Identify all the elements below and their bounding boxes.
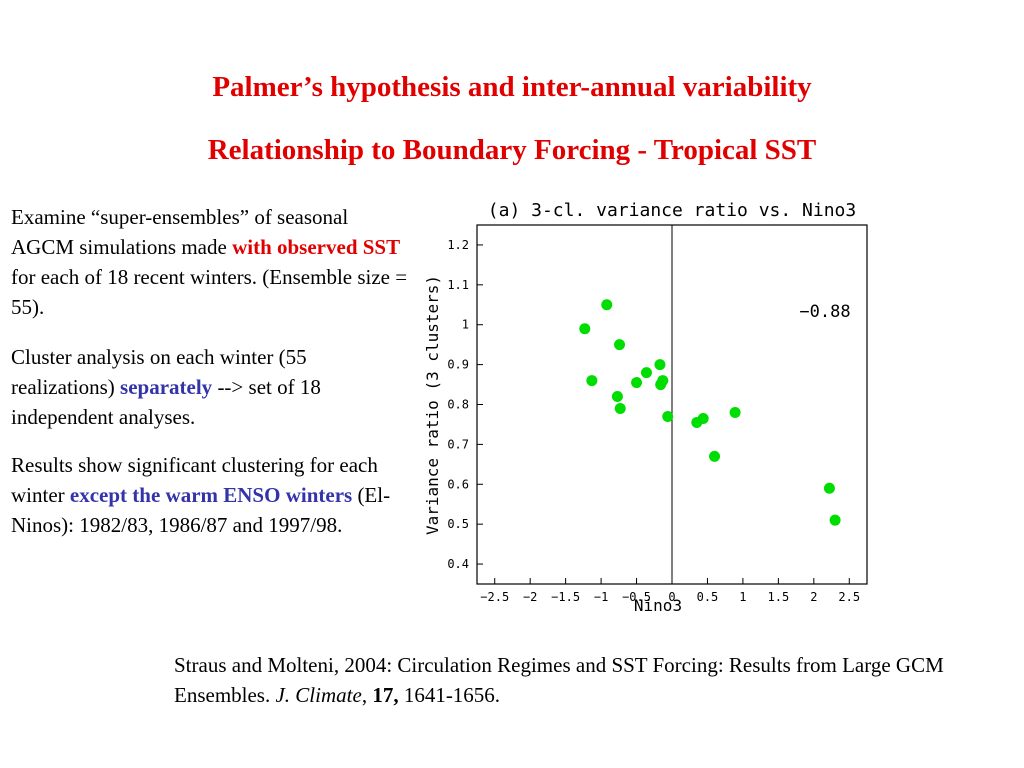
data-point xyxy=(579,323,591,335)
paragraph-method-text: Examine “super-ensembles” of seasonal AG… xyxy=(11,205,349,259)
x-tick-label: 0.5 xyxy=(697,590,719,604)
y-tick-label: 0.9 xyxy=(447,358,469,372)
paragraph-results-text-end: (El-Ninos): 1982/83, 1986/87 and 1997/98… xyxy=(11,483,391,537)
data-point xyxy=(829,514,841,526)
x-axis-label: Nino3 xyxy=(634,596,682,615)
citation-separator: , xyxy=(361,683,373,707)
data-point xyxy=(614,339,626,351)
y-tick-label: 0.6 xyxy=(447,477,469,491)
x-tick-label: −2 xyxy=(523,590,537,604)
y-tick-label: 0.5 xyxy=(447,517,469,531)
paragraph-method-text-end: for each of 18 recent winters. (Ensemble… xyxy=(11,265,408,319)
x-axis: −2.5 −2 −1.5 −1 −0.5 0 0.5 1 1.5 2 2.5 xyxy=(480,578,860,604)
data-point xyxy=(729,406,741,418)
paragraph-results-text: Results show significant clustering for … xyxy=(11,453,378,507)
paragraph-method: Examine “super-ensembles” of seasonal AG… xyxy=(11,202,411,322)
y-tick-label: 0.8 xyxy=(447,398,469,412)
data-point xyxy=(823,482,835,494)
y-tick-label: 1 xyxy=(462,318,469,332)
citation-text: Straus and Molteni, 2004: Circulation Re… xyxy=(174,653,944,707)
x-tick-label: 0 xyxy=(668,590,675,604)
x-tick-label: 2.5 xyxy=(838,590,860,604)
x-tick-label: −1.5 xyxy=(551,590,580,604)
data-point xyxy=(697,412,709,424)
slide-title: Palmer’s hypothesis and inter-annual var… xyxy=(212,71,812,103)
paragraph-cluster-text: Cluster analysis on each winter (55 real… xyxy=(11,345,307,399)
citation: Straus and Molteni, 2004: Circulation Re… xyxy=(174,650,974,710)
citation-volume: 17, xyxy=(372,683,399,707)
data-point xyxy=(631,377,643,389)
data-point xyxy=(640,367,652,379)
data-point xyxy=(611,391,623,403)
data-point xyxy=(586,375,598,387)
scatter-chart: (a) 3-cl. variance ratio vs. Nino3 0.40.… xyxy=(423,200,868,615)
citation-pages: 1641-1656. xyxy=(398,683,501,707)
y-tick-label: 1.2 xyxy=(447,238,469,252)
data-point xyxy=(601,299,613,311)
x-tick-label: −1 xyxy=(594,590,608,604)
y-axis-label: Variance ratio (3 clusters) xyxy=(423,275,442,535)
x-tick-label: −2.5 xyxy=(480,590,509,604)
chart-title: (a) 3-cl. variance ratio vs. Nino3 xyxy=(488,200,856,221)
data-point xyxy=(657,375,669,387)
data-point xyxy=(662,410,674,422)
x-tick-label: −0.5 xyxy=(622,590,651,604)
correlation-annotation: −0.88 xyxy=(799,302,850,322)
x-tick-label: 1 xyxy=(739,590,746,604)
x-tick-label: 2 xyxy=(810,590,817,604)
paragraph-results: Results show significant clustering for … xyxy=(11,450,411,540)
y-tick-label: 1.1 xyxy=(447,278,469,292)
paragraph-cluster-analysis: Cluster analysis on each winter (55 real… xyxy=(11,342,411,432)
data-points xyxy=(579,299,841,526)
citation-journal: J. Climate xyxy=(275,683,362,707)
paragraph-cluster-text-end: --> set of 18 independent analyses. xyxy=(11,375,321,429)
y-axis: 0.4 0.5 0.6 0.7 0.8 0.9 1 1.1 1.2 xyxy=(447,238,483,571)
data-point xyxy=(654,359,666,371)
x-tick-label: 1.5 xyxy=(768,590,790,604)
data-point xyxy=(614,402,626,414)
highlight-separately: separately xyxy=(120,375,213,399)
y-tick-label: 0.4 xyxy=(447,557,469,571)
data-point xyxy=(709,450,721,462)
y-tick-label: 0.7 xyxy=(447,437,469,451)
highlight-observed-sst: with observed SST xyxy=(232,235,401,259)
highlight-warm-enso: except the warm ENSO winters xyxy=(69,483,353,507)
slide-subtitle: Relationship to Boundary Forcing - Tropi… xyxy=(207,134,817,166)
